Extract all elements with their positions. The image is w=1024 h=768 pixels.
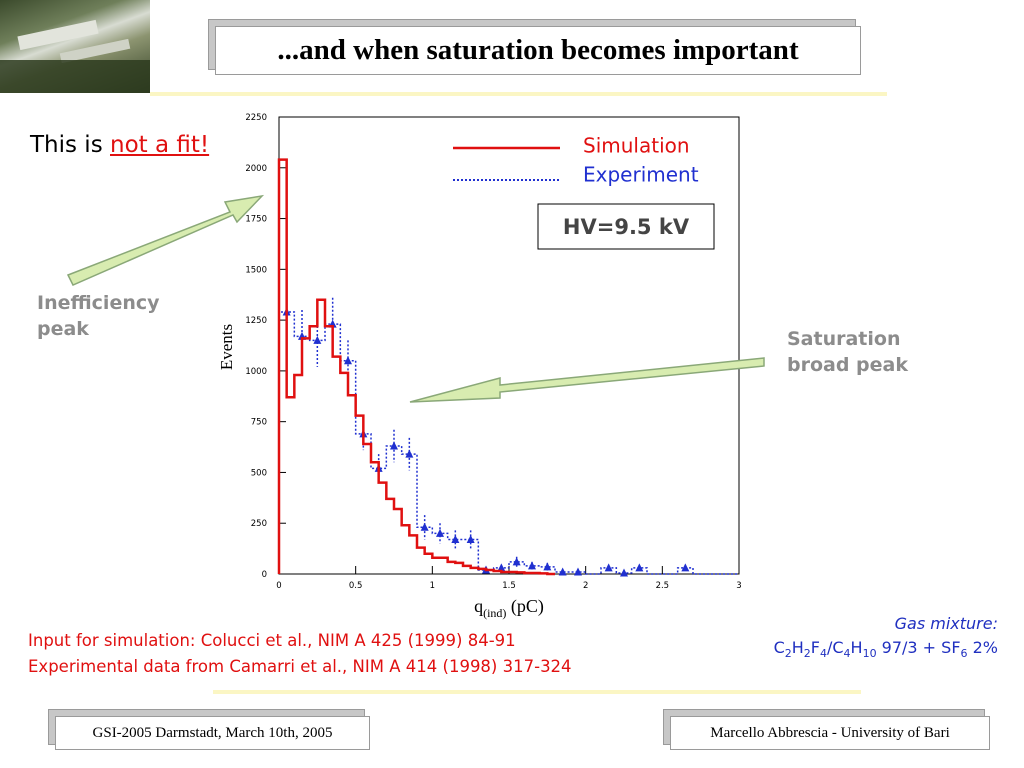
y-tick-label: 1250 (245, 316, 267, 326)
gas-title: Gas mixture: (894, 614, 998, 633)
saturation-label: Saturation broad peak (787, 328, 909, 376)
y-tick-label: 1750 (245, 215, 267, 225)
y-tick-label: 2250 (245, 113, 267, 123)
experiment-point (574, 567, 582, 576)
experiment-point (681, 563, 690, 572)
experiment-point (604, 563, 613, 572)
y-tick-label: 250 (251, 519, 267, 529)
y-tick-label: 1500 (245, 265, 267, 275)
ref-simulation: Input for simulation: Colucci et al., NI… (28, 631, 516, 650)
slide-title: ...and when saturation becomes important (277, 34, 799, 66)
experiment-point (313, 335, 322, 344)
title-rule (150, 92, 887, 96)
y-tick-label: 1000 (245, 367, 267, 377)
experiment-point (405, 449, 414, 458)
footer-rule (213, 690, 861, 694)
experiment-point (420, 522, 429, 531)
note-emphasis: not a fit! (110, 132, 210, 158)
hv-annotation-box (537, 203, 715, 250)
plot-frame (278, 116, 740, 575)
legend-simulation-label: Simulation (583, 134, 690, 158)
references: Input for simulation: Colucci et al., NI… (28, 628, 572, 680)
inefficiency-label: Inefficiency peak (37, 292, 160, 340)
ref-experiment: Experimental data from Camarri et al., N… (28, 657, 572, 676)
experiment-point (390, 441, 398, 450)
footer-right: Marcello Abbrescia - University of Bari (670, 716, 990, 750)
footer-left: GSI-2005 Darmstadt, March 10th, 2005 (55, 716, 370, 750)
not-a-fit-note: This is not a fit! (30, 132, 209, 158)
x-axis-label: q(ind) (pC) (474, 596, 544, 620)
hv-annotation: HV=9.5 kV (563, 215, 690, 239)
experiment-point (451, 534, 460, 543)
experiment-point (512, 557, 521, 566)
inefficiency-arrow (66, 194, 265, 286)
experiment-point (543, 562, 552, 571)
note-prefix: This is (30, 132, 103, 158)
x-tick-label: 1 (430, 581, 435, 591)
experiment-point (436, 528, 444, 537)
y-tick-label: 0 (262, 570, 267, 580)
site-photo (0, 0, 150, 93)
y-tick-label: 2000 (245, 164, 267, 174)
experiment-point (620, 568, 628, 577)
gas-mixture: Gas mixture: C2H2F4/C4H10 97/3 + SF6 2% (774, 612, 998, 666)
simulation-series (277, 158, 555, 576)
experiment-point (558, 567, 567, 576)
x-tick-label: 1.5 (502, 581, 516, 591)
y-axis-label: Events (217, 324, 236, 370)
legend-experiment-label: Experiment (583, 163, 699, 187)
experiment-point (466, 534, 475, 543)
experiment-point (497, 563, 506, 572)
slide-title-box: ...and when saturation becomes important (215, 26, 861, 75)
experiment-point (528, 561, 536, 570)
experiment-point (635, 563, 644, 572)
y-tick-label: 500 (251, 468, 267, 478)
x-tick-label: 3 (736, 581, 741, 591)
gas-formula: C2H2F4/C4H10 97/3 + SF6 2% (773, 638, 998, 661)
x-tick-label: 2.5 (656, 581, 670, 591)
x-tick-label: 0.5 (349, 581, 363, 591)
events-histogram: 0 250 500 750 1000 1250 1500 1750 2000 2250 0 0.5 1… (66, 113, 765, 620)
y-tick-label: 750 (251, 418, 267, 428)
saturation-arrow (409, 357, 765, 403)
experiment-point (344, 356, 352, 365)
x-tick-label: 2 (583, 581, 588, 591)
x-tick-label: 0 (276, 581, 281, 591)
